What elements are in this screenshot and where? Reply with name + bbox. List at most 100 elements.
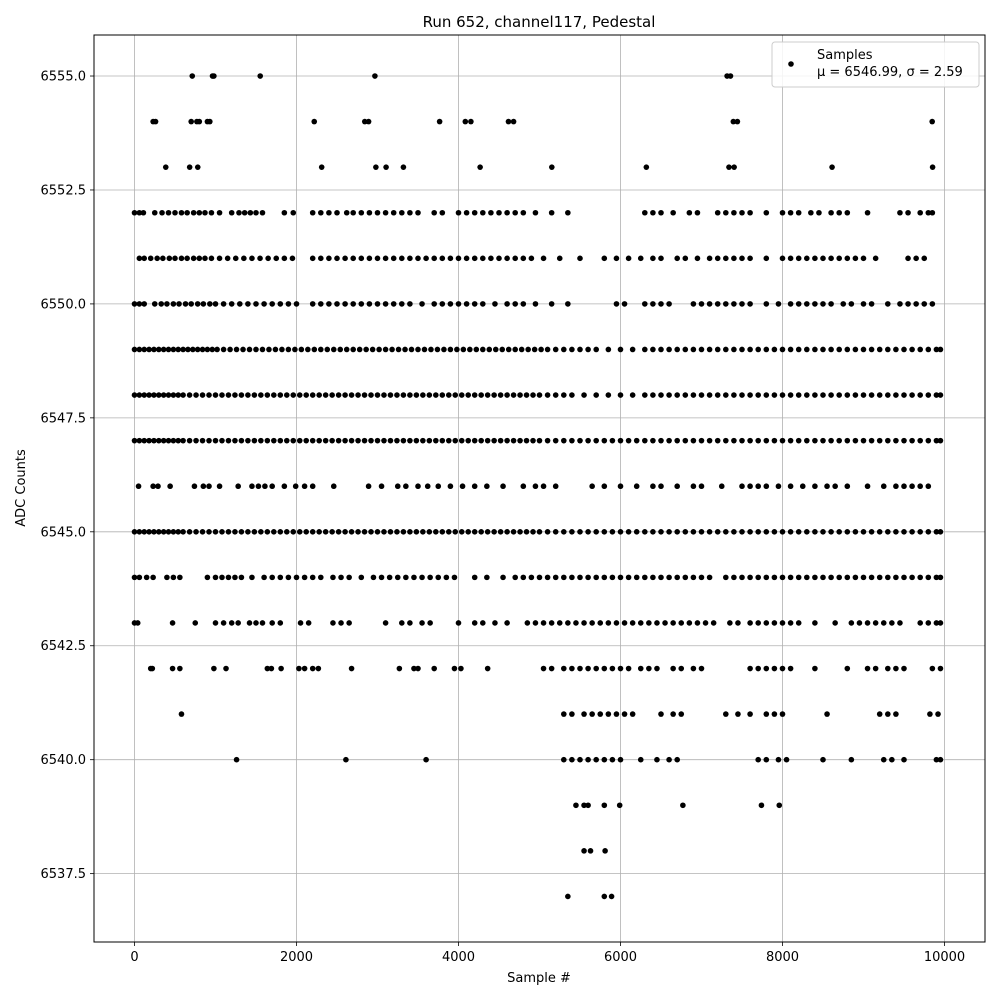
data-point: [214, 346, 220, 353]
data-point: [525, 346, 531, 353]
data-point: [361, 437, 368, 444]
data-point: [633, 528, 640, 535]
legend: Samples μ = 6546.99, σ = 2.59: [771, 41, 980, 88]
data-point: [512, 209, 518, 216]
data-point: [530, 392, 536, 398]
data-point: [771, 528, 778, 535]
data-point: [670, 711, 676, 717]
data-point: [491, 528, 497, 535]
data-point: [403, 574, 409, 581]
data-point: [136, 209, 143, 216]
data-point: [343, 346, 350, 353]
data-point: [917, 346, 923, 353]
data-point: [439, 255, 446, 262]
data-point: [233, 346, 240, 353]
data-point: [338, 574, 344, 581]
data-point: [646, 665, 652, 672]
data-point: [548, 301, 555, 307]
x-tick-label: 8000: [766, 950, 799, 965]
data-point: [917, 483, 923, 490]
data-points: [131, 73, 944, 900]
data-point: [893, 392, 899, 398]
data-point: [408, 346, 415, 353]
data-point: [690, 346, 697, 353]
data-point: [658, 528, 664, 535]
data-point: [670, 620, 676, 626]
data-point: [390, 209, 397, 216]
data-point: [860, 528, 867, 535]
data-point: [747, 483, 753, 490]
data-point: [191, 483, 198, 490]
data-point: [146, 392, 152, 398]
data-point: [901, 574, 907, 581]
data-point: [674, 437, 680, 444]
data-point: [844, 255, 851, 262]
data-point: [264, 437, 271, 444]
data-point: [864, 483, 871, 490]
data-point: [180, 437, 186, 444]
data-point: [844, 483, 851, 490]
data-point: [463, 301, 470, 307]
data-point: [141, 301, 148, 307]
data-point: [261, 301, 267, 307]
data-point: [929, 118, 935, 125]
data-point: [824, 711, 830, 717]
data-point: [779, 620, 786, 626]
data-point: [445, 392, 452, 398]
data-point: [196, 118, 203, 125]
data-point: [361, 528, 368, 535]
data-point: [933, 620, 940, 626]
data-point: [868, 301, 875, 307]
data-point: [520, 209, 527, 216]
data-point: [407, 255, 413, 262]
data-point: [261, 574, 267, 581]
data-point: [739, 392, 745, 398]
data-point: [844, 209, 851, 216]
x-axis: 0 2000 4000 6000 8000 10000: [130, 942, 965, 965]
data-point: [225, 392, 232, 398]
data-point: [316, 392, 322, 398]
data-point: [407, 209, 413, 216]
data-point: [232, 574, 238, 581]
data-point: [795, 528, 802, 535]
data-point: [484, 392, 491, 398]
data-point: [723, 301, 729, 307]
data-point: [747, 574, 753, 581]
data-point: [763, 346, 770, 353]
data-point: [131, 574, 138, 581]
data-point: [852, 346, 859, 353]
data-point: [318, 255, 324, 262]
data-point: [170, 346, 177, 353]
data-point: [933, 392, 940, 398]
data-point: [885, 346, 891, 353]
data-point: [561, 392, 567, 398]
data-point: [374, 255, 381, 262]
data-point: [933, 437, 940, 444]
data-point: [283, 392, 290, 398]
data-point: [131, 209, 138, 216]
data-point: [223, 665, 229, 672]
data-point: [532, 483, 539, 490]
data-point: [650, 483, 656, 490]
data-point: [617, 528, 624, 535]
data-point: [682, 346, 689, 353]
data-point: [565, 301, 571, 307]
data-point: [326, 209, 332, 216]
data-point: [164, 301, 170, 307]
data-point: [394, 574, 401, 581]
y-tick-label: 6540.0: [41, 753, 87, 768]
data-point: [484, 528, 491, 535]
data-point: [593, 392, 599, 398]
data-point: [426, 437, 433, 444]
data-point: [285, 346, 292, 353]
data-point: [245, 392, 251, 398]
data-point: [283, 437, 290, 444]
data-point: [374, 392, 381, 398]
data-point: [755, 528, 761, 535]
data-point: [411, 574, 417, 581]
data-point: [160, 437, 167, 444]
data-point: [407, 528, 413, 535]
data-point: [259, 346, 266, 353]
data-point: [897, 209, 903, 216]
data-point: [935, 711, 941, 717]
